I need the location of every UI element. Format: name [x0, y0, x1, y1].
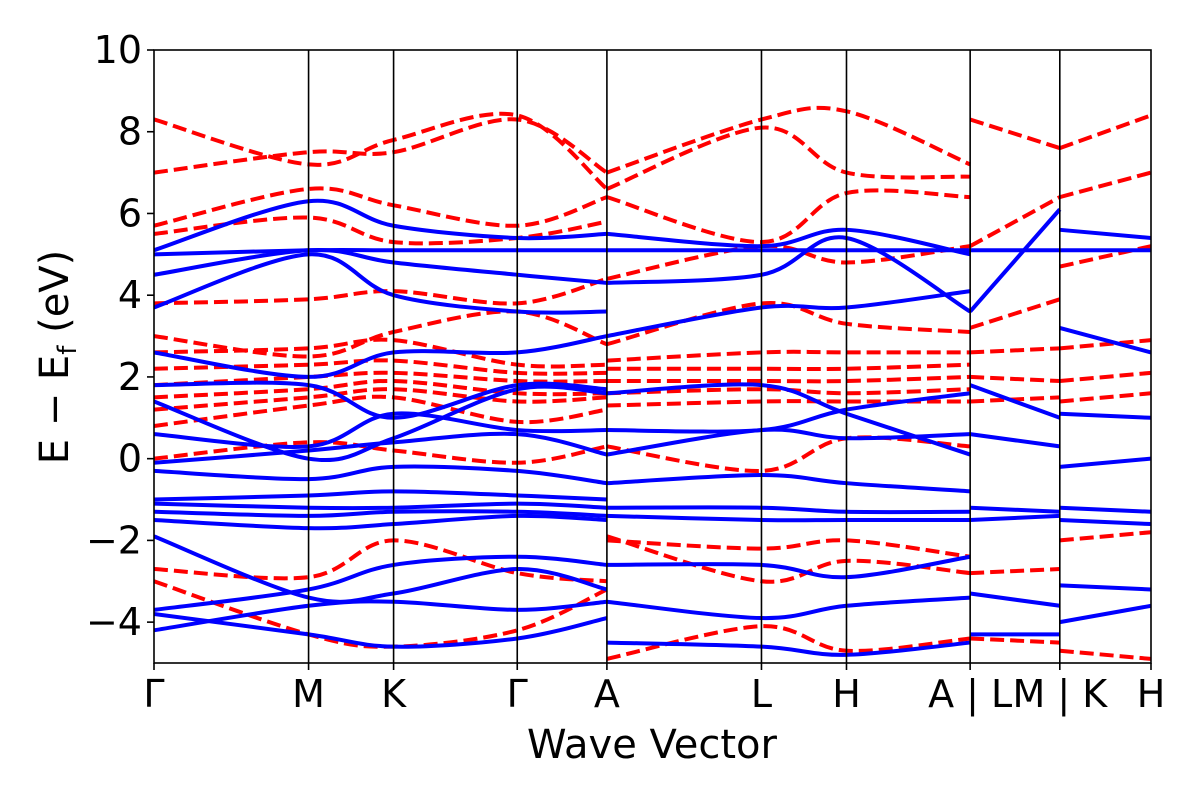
solid-band-line: [969, 432, 1061, 449]
solid-band-line: [606, 640, 971, 657]
x-tick-label: Γ: [507, 672, 528, 716]
y-tick-label: 0: [118, 437, 142, 481]
solid-band-line: [1059, 603, 1151, 625]
dashed-band-line: [970, 567, 1060, 576]
x-tick-label: H: [832, 672, 861, 716]
x-tick-label: L: [751, 672, 772, 716]
y-tick-label: 2: [118, 355, 142, 399]
dashed-band-line: [606, 243, 971, 281]
dashed-band-line: [1059, 391, 1151, 404]
dashed-band-line: [1059, 648, 1151, 661]
dashed-band-line: [154, 370, 607, 388]
x-tick-label: M: [292, 672, 325, 716]
dashed-band-line: [970, 374, 1060, 384]
dashed-band-line: [970, 636, 1060, 645]
y-tick-label: −4: [86, 600, 142, 644]
y-tick-label: 6: [118, 191, 142, 235]
solid-band-line: [606, 595, 971, 621]
dashed-band-line: [606, 125, 971, 191]
dashed-band-line: [606, 387, 971, 396]
solid-band-line: [606, 289, 971, 339]
solid-band-line: [606, 473, 971, 494]
y-axis-label: E − Ef (eV): [32, 250, 83, 465]
x-axis-label: Wave Vector: [527, 722, 778, 768]
solid-band-line: [606, 513, 971, 523]
dashed-band-line: [606, 538, 971, 559]
solid-band-line: [970, 505, 1060, 514]
solid-band-line: [1059, 505, 1151, 514]
solid-band-line: [969, 383, 1061, 420]
dashed-band-line: [1059, 113, 1151, 150]
dashed-band-line: [606, 362, 971, 372]
x-tick-label: A: [594, 672, 620, 716]
dashed-band-line: [606, 435, 971, 473]
solid-band-line: [1059, 456, 1151, 469]
dashed-band-line: [606, 188, 971, 245]
y-axis-label-subscript: f: [53, 345, 83, 355]
x-tick-label: Γ: [143, 672, 164, 716]
solid-band-line: [606, 391, 971, 434]
y-axis-label-prefix: E − E: [32, 355, 78, 465]
dashed-band-line: [1059, 244, 1151, 269]
y-tick-label: 4: [118, 273, 142, 317]
y-tick-label: −2: [86, 518, 142, 562]
solid-band-line: [970, 513, 1060, 522]
dashed-band-line: [606, 534, 971, 584]
dashed-band-line: [1059, 338, 1151, 351]
dashed-band-line: [969, 297, 1061, 330]
dashed-band-line: [154, 358, 607, 376]
solid-band-line: [1059, 325, 1151, 355]
solid-band-line: [969, 591, 1061, 608]
y-axis-ticks: −4 −2 0 2 4 6 8 10: [86, 28, 154, 644]
solid-band-line: [606, 382, 971, 457]
dashed-band-line: [606, 105, 971, 175]
solid-band-line: [1059, 583, 1151, 592]
x-tick-label: A | L: [928, 672, 1012, 717]
dashed-band-line: [1059, 530, 1151, 543]
dashed-band-line: [1059, 170, 1151, 200]
dashed-band-line: [969, 195, 1061, 248]
dashed-band-line: [606, 349, 971, 363]
x-tick-label: H: [1137, 672, 1166, 716]
y-tick-label: 8: [118, 110, 142, 154]
dashed-band-line: [969, 117, 1061, 150]
solid-band-line: [606, 505, 971, 515]
x-tick-label: K: [381, 672, 407, 716]
high-symmetry-lines: [307, 50, 1061, 663]
solid-band-line: [606, 227, 971, 257]
solid-band-line: [606, 554, 971, 580]
solid-band-line: [1059, 227, 1151, 240]
plot-frame: [153, 49, 1152, 664]
solid-band-line: [1059, 517, 1151, 527]
solid-band-line: [1059, 411, 1151, 420]
y-axis-label-suffix: (eV): [32, 250, 78, 346]
dashed-band-line: [970, 346, 1060, 355]
dashed-band-line: [1059, 370, 1151, 384]
x-tick-label: M | K: [1012, 672, 1108, 717]
dashed-band-line: [606, 374, 971, 384]
y-tick-label: 10: [94, 28, 142, 72]
solid-band-line: [968, 208, 1062, 313]
